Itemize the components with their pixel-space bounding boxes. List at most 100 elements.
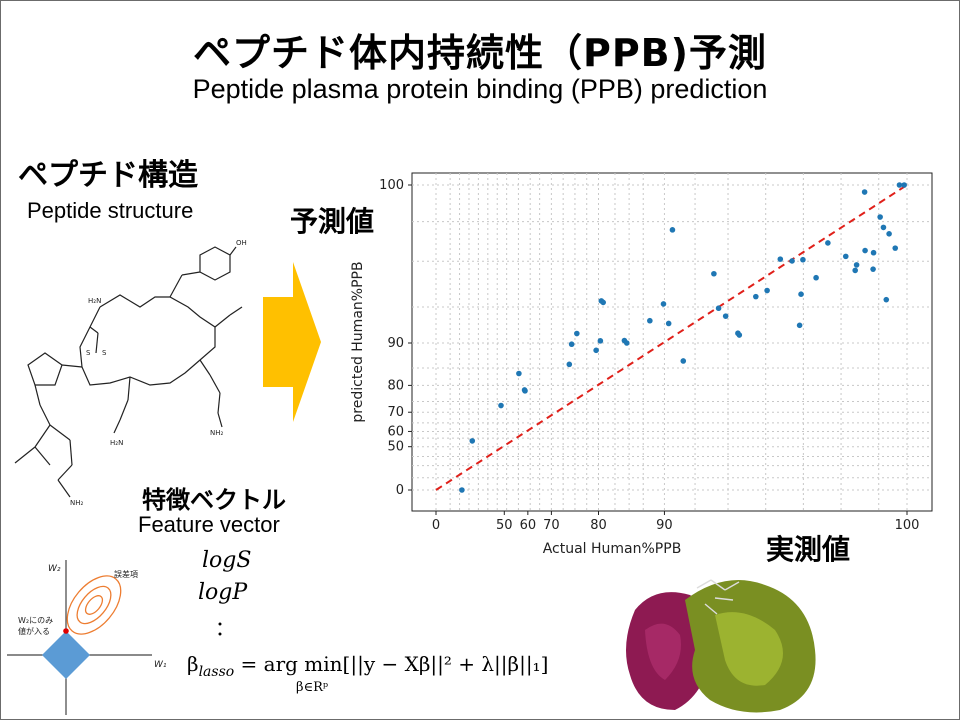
data-point bbox=[669, 227, 676, 233]
data-point bbox=[870, 266, 876, 272]
data-point bbox=[459, 487, 465, 493]
data-point bbox=[789, 258, 795, 264]
lasso-under: β∈Rᵖ bbox=[296, 680, 329, 695]
data-point bbox=[753, 293, 759, 300]
data-point bbox=[880, 224, 887, 231]
actual-label: 実測値 bbox=[766, 533, 851, 566]
data-point bbox=[896, 182, 903, 188]
data-point bbox=[711, 270, 717, 277]
data-point bbox=[886, 231, 892, 237]
feature-ellipsis: ： bbox=[215, 616, 235, 640]
only-label-2: 値が入る bbox=[18, 626, 50, 636]
l1-diamond bbox=[42, 631, 90, 679]
data-point bbox=[722, 313, 729, 319]
error-contours bbox=[66, 575, 122, 635]
structure-title: ペプチド構造 bbox=[18, 158, 198, 193]
data-point bbox=[566, 361, 573, 368]
y-tick-label: 50 bbox=[387, 440, 404, 455]
data-point bbox=[870, 249, 877, 256]
x-tick-label: 70 bbox=[543, 518, 560, 533]
x-tick-label: 50 bbox=[496, 518, 513, 533]
data-point bbox=[498, 402, 504, 409]
w1-label: W₁ bbox=[154, 660, 167, 670]
data-point bbox=[853, 262, 860, 268]
lasso-body: = arg min[||y − Xβ||² + λ||β||₁] bbox=[240, 652, 549, 676]
y-axis-label: predicted Human%PPB bbox=[350, 261, 366, 422]
feature-logS: logS bbox=[202, 548, 252, 573]
data-point bbox=[623, 340, 630, 346]
data-point bbox=[715, 305, 722, 312]
y-tick-label: 90 bbox=[387, 336, 404, 351]
data-point bbox=[469, 438, 476, 444]
data-point bbox=[736, 332, 743, 338]
x-tick-label: 90 bbox=[656, 518, 673, 533]
data-point bbox=[852, 267, 858, 274]
data-point bbox=[764, 287, 770, 294]
y-tick-label: 70 bbox=[387, 405, 404, 420]
data-point bbox=[901, 182, 907, 188]
svg-text:OH: OH bbox=[236, 239, 247, 247]
data-point bbox=[813, 274, 819, 281]
y-tick-label: 100 bbox=[379, 178, 404, 193]
identity-line bbox=[435, 184, 908, 491]
predicted-label: 予測値 bbox=[290, 205, 375, 238]
x-tick-label: 0 bbox=[432, 518, 440, 533]
data-point bbox=[660, 301, 667, 307]
svg-text:S: S bbox=[102, 349, 107, 357]
right-arrow-icon bbox=[263, 262, 321, 422]
slide-title: ペプチド体内持続性（PPB)予測 bbox=[192, 31, 768, 75]
x-tick-label: 60 bbox=[520, 518, 537, 533]
feature-title: 特徴ベクトル bbox=[142, 486, 286, 514]
data-point bbox=[777, 256, 784, 262]
data-point bbox=[680, 358, 687, 364]
data-point bbox=[861, 189, 868, 195]
ligand-molecule bbox=[696, 579, 740, 615]
y-tick-label: 80 bbox=[387, 378, 404, 393]
data-point bbox=[574, 330, 580, 337]
structure-subtitle: Peptide structure bbox=[27, 198, 194, 223]
data-point bbox=[665, 320, 672, 327]
data-point bbox=[593, 347, 599, 354]
peptide-structure-drawing: OH H₂N S S H₂N NH₂ NH₂ bbox=[14, 239, 247, 505]
tyrosine-ring bbox=[199, 246, 231, 281]
feature-logP: logP bbox=[198, 580, 248, 605]
w2-label: W₂ bbox=[48, 564, 61, 574]
data-point bbox=[862, 247, 868, 254]
x-tick-label: 100 bbox=[895, 518, 920, 533]
data-point bbox=[842, 253, 849, 260]
x-axis-label: Actual Human%PPB bbox=[543, 541, 682, 557]
lasso-beta: β bbox=[187, 652, 199, 676]
lasso-subscript: lasso bbox=[198, 664, 235, 680]
data-point bbox=[516, 370, 522, 377]
data-point bbox=[892, 245, 899, 251]
lasso-diagram: W₂ W₁ 誤差項 W₂にのみ 値が入る bbox=[7, 560, 167, 715]
svg-text:S: S bbox=[86, 349, 91, 357]
data-point bbox=[600, 299, 607, 306]
data-point bbox=[877, 214, 883, 220]
slide-subtitle: Peptide plasma protein binding (PPB) pre… bbox=[192, 74, 768, 104]
protein-structure-image bbox=[626, 579, 816, 713]
data-point bbox=[796, 322, 803, 329]
lasso-equation: βlasso = arg min[||y − Xβ||² + λ||β||₁] bbox=[187, 652, 548, 680]
error-label: 誤差項 bbox=[114, 569, 138, 579]
data-point bbox=[883, 296, 890, 303]
y-tick-label: 60 bbox=[387, 424, 404, 439]
data-point bbox=[568, 341, 575, 348]
x-tick-label: 80 bbox=[590, 518, 607, 533]
data-point bbox=[798, 291, 804, 297]
plot-frame bbox=[411, 172, 933, 512]
data-point bbox=[522, 388, 528, 394]
svg-text:NH₂: NH₂ bbox=[70, 499, 84, 505]
data-point bbox=[647, 317, 653, 324]
data-point bbox=[800, 256, 806, 263]
svg-text:H₂N: H₂N bbox=[110, 439, 123, 447]
svg-text:H₂N: H₂N bbox=[88, 297, 101, 305]
data-point bbox=[825, 240, 831, 246]
data-point bbox=[597, 338, 604, 344]
feature-subtitle: Feature vector bbox=[138, 512, 280, 537]
y-tick-label: 0 bbox=[396, 483, 404, 498]
only-label-1: W₂にのみ bbox=[18, 616, 53, 625]
svg-text:NH₂: NH₂ bbox=[210, 429, 224, 437]
